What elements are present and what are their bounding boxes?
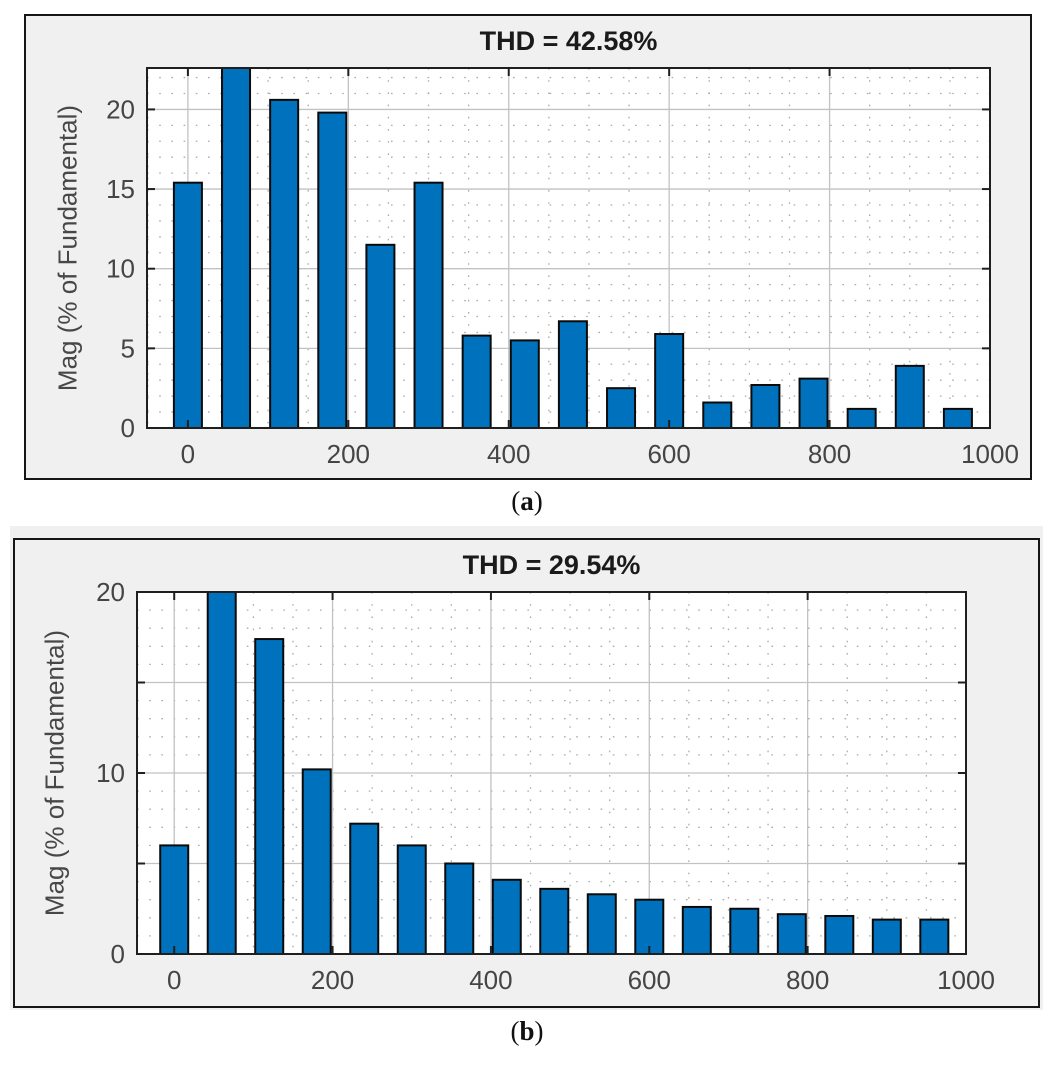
bar xyxy=(365,243,396,429)
caption-b-open-paren: ( xyxy=(510,1016,520,1046)
bar xyxy=(942,407,973,429)
bar xyxy=(444,862,475,955)
bar xyxy=(254,638,285,955)
bar-fundamental-clipped xyxy=(206,592,237,955)
bar xyxy=(702,401,733,429)
tick-labels: 0 200 400 600 800 1000 0 10 20 xyxy=(96,577,995,995)
y-tick-label: 10 xyxy=(96,758,125,788)
y-tick-label: 20 xyxy=(96,577,125,607)
bar xyxy=(654,333,685,429)
x-tick-label: 800 xyxy=(808,439,851,469)
figure-panel-b-background: 0 200 400 600 800 1000 0 10 20 THD = 29.54% Mag … xyxy=(10,526,1043,1010)
chart-b-title: THD = 29.54% xyxy=(462,550,641,580)
x-tick-label: 400 xyxy=(469,965,512,995)
bar xyxy=(159,844,190,955)
bar xyxy=(269,98,300,430)
caption-a-close-paren: ) xyxy=(533,486,543,516)
figure-panel-b: 0 200 400 600 800 1000 0 10 20 THD = 29.54% Mag … xyxy=(13,538,1040,1008)
caption-a-open-paren: ( xyxy=(511,486,521,516)
tick-labels: 0 200 400 600 800 1000 0 5 10 15 20 xyxy=(106,94,1019,469)
bar xyxy=(461,334,492,430)
bar xyxy=(396,844,427,955)
chart-a-y-axis-label: Mag (% of Fundamental) xyxy=(52,104,83,392)
bar xyxy=(606,387,637,430)
x-tick-label: 600 xyxy=(647,439,690,469)
x-tick-label: 0 xyxy=(181,439,195,469)
bar xyxy=(301,768,332,955)
caption-b-letter: b xyxy=(519,1016,535,1046)
bar xyxy=(681,905,712,956)
bar xyxy=(349,822,380,955)
fft-bar-chart-b: 0 200 400 600 800 1000 0 10 20 xyxy=(96,577,995,995)
bar xyxy=(413,181,444,429)
x-tick-label: 1000 xyxy=(961,439,1019,469)
x-tick-label: 0 xyxy=(167,965,181,995)
fft-bar-chart-a: 0 200 400 600 800 1000 0 5 10 15 20 xyxy=(106,67,1019,469)
y-tick-label: 15 xyxy=(106,174,135,204)
bar xyxy=(750,383,781,429)
bar xyxy=(586,893,617,955)
bar xyxy=(729,907,760,955)
bars-group xyxy=(159,592,950,956)
x-tick-label: 400 xyxy=(487,439,530,469)
bar xyxy=(798,377,829,430)
y-tick-label: 0 xyxy=(121,413,135,443)
x-tick-label: 200 xyxy=(327,439,370,469)
bar xyxy=(919,918,950,955)
y-tick-label: 20 xyxy=(106,94,135,124)
caption-b-close-paren: ) xyxy=(534,1016,544,1046)
y-tick-label: 5 xyxy=(121,333,135,363)
bar xyxy=(846,407,877,429)
x-tick-label: 200 xyxy=(311,965,354,995)
y-tick-label: 10 xyxy=(106,254,135,284)
bar-fundamental-clipped xyxy=(221,68,252,429)
axis-box xyxy=(146,67,991,429)
x-tick-label: 1000 xyxy=(937,965,995,995)
bars-group xyxy=(172,68,973,430)
bar xyxy=(894,364,925,429)
bar xyxy=(172,181,203,429)
chart-b-y-axis-label: Mag (% of Fundamental) xyxy=(39,629,70,917)
caption-a: (a) xyxy=(0,486,1054,517)
bar xyxy=(491,878,522,956)
y-tick-label: 0 xyxy=(111,939,125,969)
tick-marks xyxy=(147,68,991,429)
caption-a-letter: a xyxy=(520,486,534,516)
bar xyxy=(539,887,570,955)
bar xyxy=(871,918,902,955)
bar xyxy=(776,913,807,955)
caption-b: (b) xyxy=(0,1016,1054,1047)
bar xyxy=(824,914,855,955)
x-tick-label: 800 xyxy=(786,965,829,995)
bar xyxy=(634,898,665,956)
figure-panel-a: 0 200 400 600 800 1000 0 5 10 15 20 THD = 42.58% M… xyxy=(24,14,1032,480)
bar xyxy=(509,339,540,429)
bar xyxy=(557,320,588,429)
bar xyxy=(317,111,348,429)
chart-a-title: THD = 42.58% xyxy=(479,26,658,56)
x-tick-label: 600 xyxy=(628,965,671,995)
tick-marks xyxy=(137,591,967,955)
